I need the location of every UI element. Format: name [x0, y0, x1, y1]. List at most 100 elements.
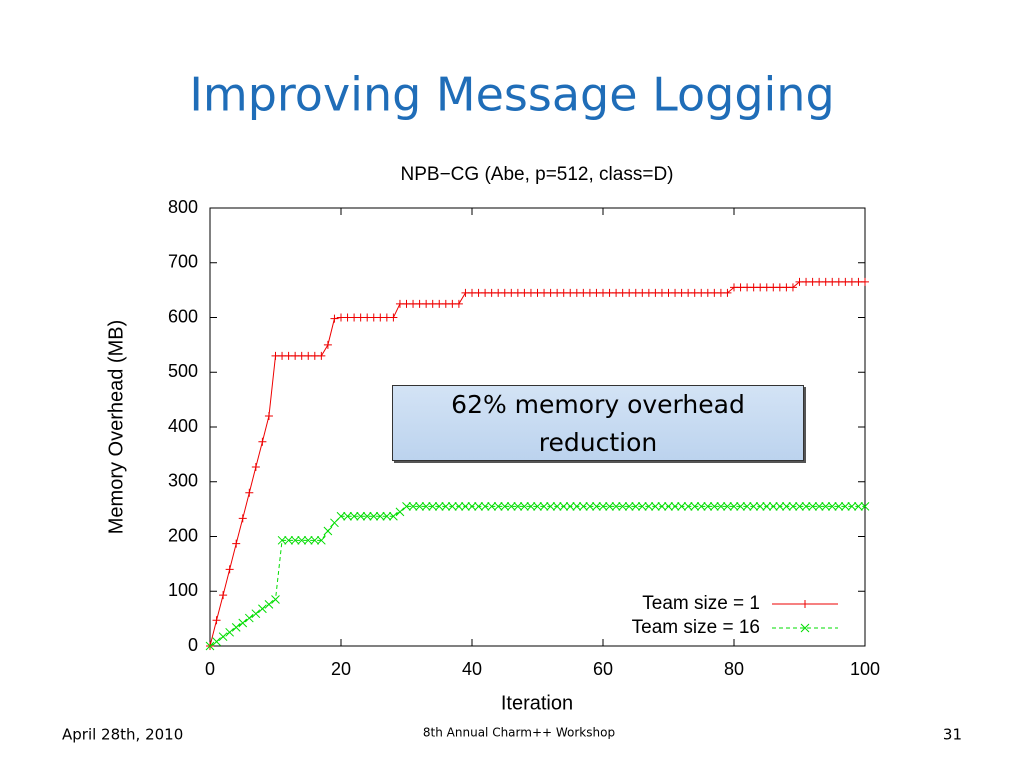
data-point [323, 526, 333, 536]
data-point [343, 511, 352, 521]
data-point [316, 535, 326, 545]
data-point [788, 283, 797, 292]
data-point [736, 502, 745, 511]
data-point [539, 502, 549, 511]
data-point [775, 502, 785, 511]
data-point [258, 437, 267, 446]
data-point [795, 502, 804, 511]
data-point [212, 637, 221, 646]
data-point [827, 502, 837, 511]
y-axis-label: Memory Overhead (MB) [105, 320, 127, 535]
data-point [677, 502, 686, 511]
data-point [356, 511, 366, 521]
data-point [847, 502, 857, 511]
data-point [461, 502, 470, 511]
data-point [264, 412, 273, 421]
data-point [389, 313, 398, 322]
data-point [284, 535, 293, 545]
y-tick-label: 300 [168, 471, 198, 491]
data-point [375, 511, 385, 521]
data-point [513, 502, 523, 511]
data-point [657, 502, 667, 511]
data-point [434, 502, 444, 511]
data-point [408, 502, 418, 511]
data-point [369, 511, 379, 521]
data-point [395, 507, 405, 517]
data-point [749, 502, 759, 511]
data-point [474, 502, 483, 511]
data-point [421, 502, 431, 511]
data-point [277, 535, 287, 545]
data-point [808, 502, 817, 511]
data-point [362, 511, 372, 521]
data-point [716, 502, 726, 511]
data-point [782, 502, 791, 511]
legend-marker [801, 600, 809, 608]
data-point [834, 502, 844, 511]
data-point [487, 502, 497, 511]
data-point [349, 511, 359, 521]
data-point [212, 616, 221, 625]
data-point [631, 502, 641, 511]
series-line [209, 281, 865, 647]
data-point [271, 595, 280, 604]
data-point [585, 502, 595, 511]
data-point [690, 502, 700, 511]
data-point [232, 539, 241, 548]
data-point [670, 502, 680, 511]
data-point [297, 535, 307, 545]
data-point [454, 299, 463, 308]
data-point [723, 288, 732, 297]
data-point [330, 314, 339, 323]
data-point [578, 502, 588, 511]
data-point [840, 502, 850, 511]
data-point [860, 502, 870, 511]
data-point [723, 502, 732, 511]
data-point [644, 502, 654, 511]
data-point [651, 502, 660, 511]
x-tick-label: 60 [593, 659, 613, 679]
data-point [264, 600, 274, 609]
legend-marker [800, 623, 810, 633]
data-point [480, 502, 490, 511]
y-tick-label: 600 [168, 306, 198, 326]
y-tick-label: 200 [168, 525, 198, 545]
data-point [415, 502, 424, 511]
data-point [317, 351, 326, 360]
slide-title: Improving Message Logging [189, 68, 834, 122]
data-point [703, 502, 713, 511]
annotation: 62% memory overhead reduction [451, 390, 745, 457]
data-point [854, 502, 863, 511]
y-tick-label: 700 [168, 252, 198, 272]
data-point [310, 535, 320, 545]
data-point [546, 502, 555, 511]
data-point [696, 502, 706, 511]
data-point [219, 591, 228, 600]
footer-event: 8th Annual Charm++ Workshop [423, 726, 615, 740]
data-point [245, 488, 254, 497]
data-point [244, 613, 254, 623]
x-tick-label: 0 [205, 659, 215, 679]
data-point [225, 627, 235, 637]
data-point [637, 502, 647, 511]
data-point [251, 609, 261, 619]
data-point [336, 511, 346, 521]
legend-label: Team size = 1 [642, 593, 760, 614]
data-point [605, 502, 614, 511]
series-line [209, 505, 865, 647]
data-point [572, 502, 582, 511]
data-point [788, 502, 798, 511]
data-point [251, 462, 260, 471]
data-point [467, 502, 477, 511]
data-point [447, 502, 457, 511]
x-tick-label: 100 [850, 659, 880, 679]
data-point [801, 502, 811, 511]
data-point [559, 502, 569, 511]
y-tick-label: 100 [168, 580, 198, 600]
data-point [611, 502, 621, 511]
data-point [323, 340, 332, 349]
y-tick-label: 400 [168, 416, 198, 436]
data-point [520, 502, 529, 511]
